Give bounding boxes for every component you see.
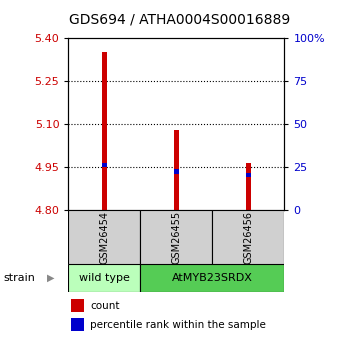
Text: GSM26455: GSM26455 [171,211,181,264]
Bar [68,210,140,264]
Text: wild type: wild type [79,273,130,283]
Text: ▶: ▶ [47,273,54,283]
Text: AtMYB23SRDX: AtMYB23SRDX [172,273,253,283]
Bar [71,318,84,332]
Text: GSM26456: GSM26456 [243,211,253,264]
Bar [212,210,284,264]
Bar [246,163,251,210]
Bar [140,264,284,292]
Bar [140,210,212,264]
Bar [71,299,84,312]
Bar [102,163,107,167]
Bar [68,264,140,292]
Text: GDS694 / ATHA0004S00016889: GDS694 / ATHA0004S00016889 [69,12,291,26]
Bar [174,169,179,174]
Text: GSM26454: GSM26454 [99,211,109,264]
Text: percentile rank within the sample: percentile rank within the sample [90,320,266,330]
Bar [174,130,179,210]
Bar [246,172,251,177]
Text: count: count [90,301,120,311]
Text: strain: strain [4,273,36,283]
Bar [102,52,107,210]
